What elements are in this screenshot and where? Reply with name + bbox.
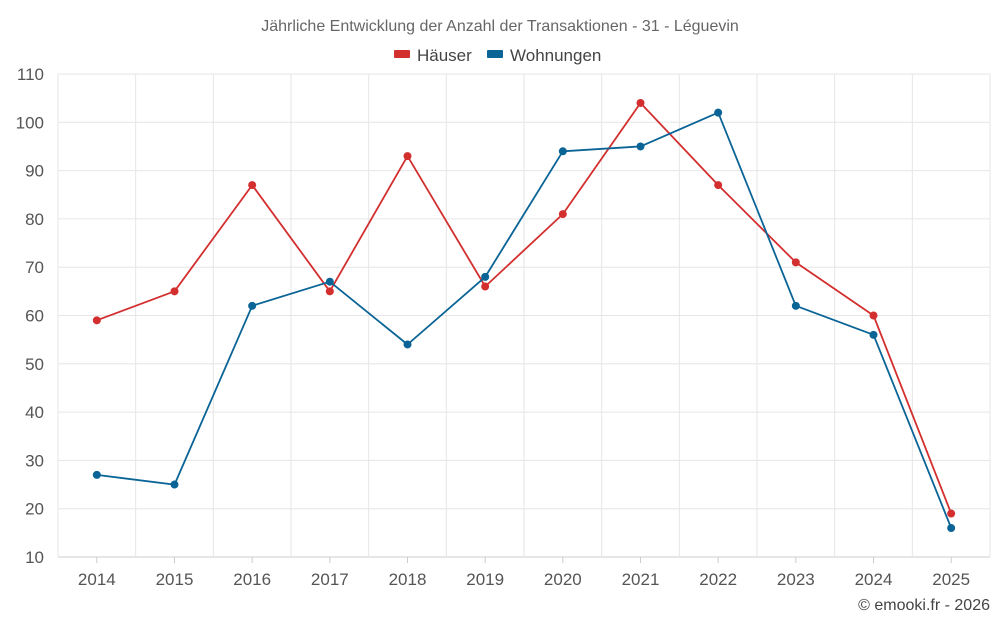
x-tick-label: 2021: [622, 570, 660, 589]
x-tick-label: 2015: [156, 570, 194, 589]
data-point: [714, 181, 723, 190]
data-point: [170, 480, 179, 489]
series-lines: [92, 98, 956, 533]
data-point: [325, 287, 334, 296]
data-point: [248, 301, 257, 310]
data-point: [92, 316, 101, 325]
credit-text: © emooki.fr - 2026: [858, 597, 990, 614]
x-tick-label: 2022: [699, 570, 737, 589]
x-tick-label: 2019: [466, 570, 504, 589]
y-tick-label: 110: [17, 65, 44, 84]
legend-swatch-wohnungen: [487, 50, 503, 58]
data-point: [947, 524, 956, 533]
data-point: [558, 210, 567, 219]
data-point: [92, 470, 101, 479]
y-tick-label: 10: [25, 548, 44, 567]
data-point: [403, 340, 412, 349]
data-point: [481, 282, 490, 291]
data-point: [403, 152, 412, 161]
y-tick-label: 90: [25, 162, 44, 181]
x-tick-label: 2023: [777, 570, 815, 589]
data-point: [248, 181, 257, 190]
x-axis-ticks: 2014 2015 2016 2017 2018 2019 2020 2021 2022 2023…: [78, 557, 970, 589]
gridlines: [57, 73, 991, 558]
y-tick-label: 40: [25, 403, 44, 422]
data-point: [869, 330, 878, 339]
data-point: [558, 147, 567, 156]
y-tick-label: 100: [16, 113, 44, 132]
data-point: [636, 98, 645, 107]
data-point: [714, 108, 723, 117]
chart-title: Jährliche Entwicklung der Anzahl der Tra…: [261, 18, 739, 35]
y-tick-label: 80: [25, 210, 44, 229]
x-tick-label: 2020: [544, 570, 582, 589]
x-tick-label: 2018: [389, 570, 427, 589]
series-line-0: [96, 102, 953, 514]
y-tick-label: 20: [25, 500, 44, 519]
y-tick-label: 30: [25, 451, 44, 470]
data-point: [170, 287, 179, 296]
y-axis-ticks: 10 20 30 40 50 60 70 80 90 100 110: [16, 65, 44, 567]
x-tick-label: 2025: [932, 570, 970, 589]
data-point: [791, 258, 800, 267]
data-point: [869, 311, 878, 320]
data-point: [325, 277, 334, 286]
data-point: [791, 301, 800, 310]
y-tick-label: 50: [25, 355, 44, 374]
y-tick-label: 70: [25, 258, 44, 277]
data-point: [947, 509, 956, 518]
data-point: [481, 272, 490, 281]
x-tick-label: 2017: [311, 570, 349, 589]
legend-label-wohnungen: Wohnungen: [510, 46, 601, 65]
data-point: [636, 142, 645, 151]
series-line-1: [96, 111, 953, 529]
x-tick-label: 2014: [78, 570, 116, 589]
y-tick-label: 60: [25, 307, 44, 326]
x-tick-label: 2016: [233, 570, 271, 589]
legend-swatch-haeuser: [394, 50, 410, 58]
x-tick-label: 2024: [855, 570, 893, 589]
legend: Häuser Wohnungen: [394, 46, 601, 65]
legend-label-haeuser: Häuser: [417, 46, 472, 65]
